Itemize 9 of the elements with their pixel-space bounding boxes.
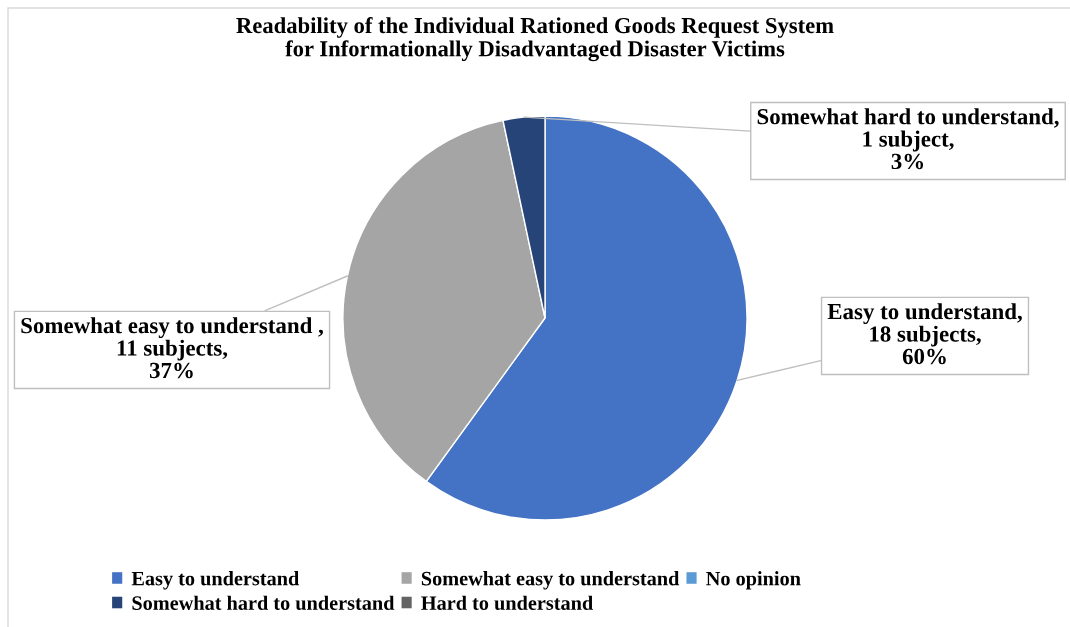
data-label: Somewhat hard to understand, 1 subject, 3% [757,108,1059,170]
chart-title: Readability of the Individual Rationed Goods Request System for Informationally Disadvantaged Disaster Victims [236,17,834,62]
legend-label: Somewhat easy to understand [421,571,680,590]
data-label: Somewhat easy to understand , 11 subjects, 37% [21,317,323,379]
legend-label: Easy to understand [131,571,300,590]
legend-label: Hard to understand [421,595,593,610]
data-label: Easy to understand, 18 subjects, 60% [827,303,1022,365]
legend-label: Somewhat hard to understand [132,595,395,610]
legend-label: No opinion [706,571,801,590]
